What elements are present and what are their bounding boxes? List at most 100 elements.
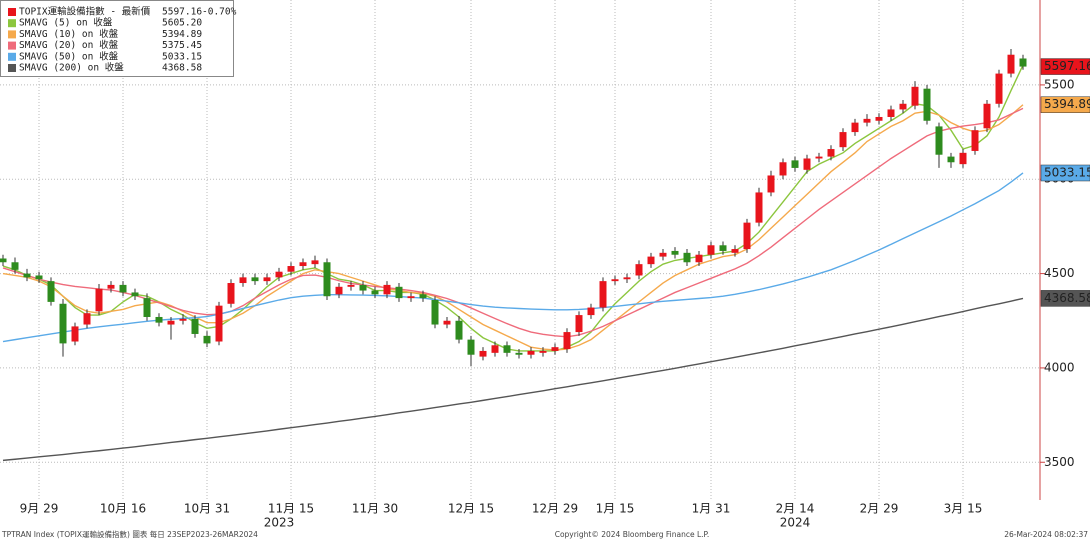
candle-body (395, 286, 403, 299)
candle-body (179, 318, 187, 321)
candle-body (647, 256, 655, 265)
candle-body (299, 262, 307, 267)
candle-body (1007, 54, 1015, 74)
candle-body (935, 126, 943, 155)
price-tag-label: 5394.89 (1044, 97, 1090, 111)
candle-body (371, 290, 379, 295)
legend-label: SMAVG (50) on 收盤 (19, 50, 119, 62)
x-tick-label: 10月 16 (100, 502, 146, 516)
candle-body (431, 300, 439, 325)
candle-body (899, 103, 907, 110)
x-tick-label: 3月 15 (944, 502, 983, 516)
candle-body (983, 103, 991, 129)
legend-label: TOPIX運輸設備指數 - 最新價 (19, 6, 151, 18)
candle-body (539, 350, 547, 353)
candle-body (527, 350, 535, 355)
candle-body (239, 277, 247, 284)
legend-value: 4368.58 (162, 63, 202, 74)
price-tag (1040, 58, 1090, 75)
candle-body (35, 275, 43, 280)
candle-body (359, 284, 367, 291)
candle-body (911, 86, 919, 106)
candle-body (0, 258, 7, 263)
y-tick-label: 4000 (1044, 360, 1075, 374)
candle-body (551, 347, 559, 351)
year-label: 2024 (780, 516, 811, 530)
legend-value: 5605.20 (162, 18, 202, 29)
footer-center: Copyright© 2024 Bloomberg Finance L.P. (555, 530, 710, 539)
candle-body (11, 262, 19, 270)
candle-body (599, 281, 607, 308)
x-tick-label: 9月 29 (20, 502, 59, 516)
candle-body (95, 288, 103, 312)
candle-body (455, 320, 463, 340)
candle-body (827, 149, 835, 157)
legend-change: -0.70% (202, 7, 237, 18)
legend-label: SMAVG (20) on 收盤 (19, 39, 119, 51)
candle-body (419, 294, 427, 299)
candle-body (203, 335, 211, 344)
candle-body (119, 284, 127, 293)
candle-body (347, 284, 355, 287)
y-tick-label: 5500 (1044, 77, 1075, 91)
candle-body (59, 303, 67, 344)
candle-body (803, 158, 811, 170)
ma-line (2, 297, 1024, 462)
candle-body (563, 332, 571, 350)
candle-body (695, 254, 703, 263)
candle-body (995, 73, 1003, 104)
legend-value: 5375.45 (162, 40, 202, 51)
candle-body (815, 156, 823, 159)
x-tick-label: 11月 30 (352, 502, 398, 516)
candle-body (635, 264, 643, 276)
candle-body (287, 266, 295, 272)
x-tick-label: 1月 31 (692, 502, 731, 516)
legend-swatch (8, 41, 16, 50)
legend-swatch (8, 30, 16, 39)
legend-swatch (8, 19, 16, 28)
candle-body (467, 339, 475, 355)
legend-label: SMAVG (5) on 收盤 (19, 17, 113, 29)
candle-body (191, 318, 199, 334)
x-tick-label: 12月 15 (448, 502, 494, 516)
y-tick-label: 4500 (1044, 266, 1075, 280)
candle-body (791, 160, 799, 168)
candle-body (311, 260, 319, 265)
candle-body (719, 245, 727, 251)
candle-body (671, 250, 679, 255)
price-tag (1040, 164, 1090, 182)
candle-body (143, 298, 151, 317)
candle-body (1019, 58, 1027, 67)
candle-body (587, 307, 595, 316)
footer-right: 26-Mar-2024 08:02:37 (1004, 530, 1088, 539)
candle-body (167, 320, 175, 325)
candle-body (923, 88, 931, 121)
legend-value: 5597.16 (162, 7, 202, 18)
price-tag (1040, 96, 1090, 113)
candle-body (659, 252, 667, 257)
candle-body (731, 249, 739, 253)
candle-body (479, 350, 487, 357)
candle-body (107, 284, 115, 289)
x-tick-label: 11月 15 (268, 502, 314, 516)
candle-body (863, 118, 871, 123)
candle-body (443, 320, 451, 325)
candle-body (251, 277, 259, 282)
candle-body (407, 296, 415, 299)
x-tick-label: 12月 29 (532, 502, 578, 516)
candle-body (275, 271, 283, 278)
ma-line (2, 107, 1024, 338)
price-tag-label: 5033.15 (1044, 165, 1090, 179)
legend-swatch (8, 52, 16, 61)
candle-body (491, 345, 499, 353)
candle-body (743, 222, 751, 250)
candle-body (71, 326, 79, 342)
candle-body (947, 156, 955, 163)
candle-body (707, 245, 715, 255)
candle-body (971, 130, 979, 151)
candle-body (779, 162, 787, 176)
candle-body (611, 279, 619, 282)
candle-body (215, 305, 223, 342)
